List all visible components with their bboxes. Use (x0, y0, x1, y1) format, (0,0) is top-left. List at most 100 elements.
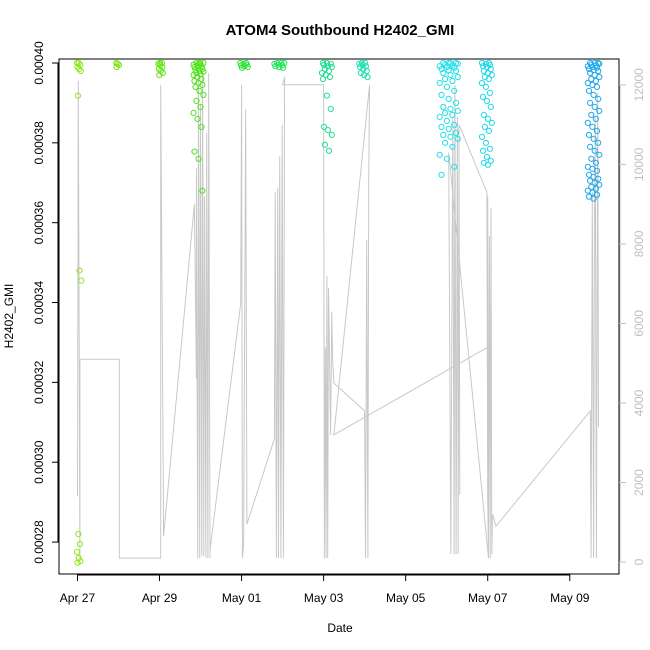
data-point (445, 125, 452, 132)
y2-tick-label: 0 (632, 558, 646, 565)
data-point (486, 145, 493, 152)
y2-tick-label: 2000 (632, 469, 646, 496)
data-point (584, 119, 591, 127)
data-point (74, 559, 81, 566)
data-point (195, 155, 202, 162)
data-point (438, 171, 445, 178)
data-point (325, 147, 332, 154)
data-point (587, 143, 594, 150)
data-point (196, 87, 203, 95)
data-point (482, 83, 489, 91)
secondary-series-line (77, 72, 599, 559)
data-point (478, 79, 486, 87)
data-point (454, 73, 461, 81)
data-point (595, 95, 602, 103)
data-point (156, 71, 163, 79)
data-point (326, 73, 333, 81)
data-point (451, 64, 458, 71)
x-tick-label: Apr 27 (60, 591, 96, 605)
y-tick-label: 0.00038 (32, 121, 46, 165)
data-point (157, 61, 164, 69)
x-tick-label: May 01 (222, 591, 262, 605)
data-point (191, 148, 198, 155)
data-point (440, 69, 447, 77)
data-point (357, 63, 364, 71)
x-tick-label: May 03 (304, 591, 344, 605)
data-point (483, 153, 490, 160)
data-point (319, 75, 327, 83)
data-point (280, 64, 287, 71)
data-point (198, 75, 205, 83)
data-point (76, 267, 83, 274)
data-point (485, 75, 492, 83)
data-point (451, 87, 458, 95)
data-point (442, 139, 449, 146)
data-point (276, 63, 283, 71)
y-tick-label: 0.00040 (32, 41, 46, 85)
x-tick-label: Apr 29 (142, 591, 178, 605)
data-point (74, 92, 82, 99)
data-point (193, 97, 200, 105)
data-point (595, 139, 602, 146)
y-axis-label: H2402_GMI (2, 284, 16, 349)
data-point (114, 60, 121, 67)
plot-frame (58, 58, 620, 575)
data-point (443, 155, 450, 162)
data-point (447, 71, 454, 79)
y2-tick-label: 12000 (632, 68, 646, 102)
data-point (361, 71, 368, 79)
data-point (591, 147, 598, 154)
data-point (451, 163, 458, 170)
data-point (364, 73, 371, 81)
data-point (591, 103, 598, 111)
data-point (484, 115, 491, 123)
secondary-line-layer (77, 72, 599, 559)
data-point (478, 59, 486, 67)
data-point (483, 97, 490, 105)
data-point (452, 67, 460, 75)
data-point (327, 105, 334, 113)
data-point (443, 83, 450, 91)
data-point (590, 91, 597, 99)
data-point (484, 161, 491, 168)
data-point (157, 67, 164, 75)
data-point (585, 131, 593, 138)
data-point (487, 103, 494, 111)
data-point (191, 63, 198, 71)
data-point (78, 277, 85, 284)
y-tick-label: 0.00036 (32, 201, 46, 245)
data-point (488, 119, 495, 127)
data-point (452, 99, 460, 107)
data-point (454, 135, 461, 142)
data-point (190, 109, 197, 117)
data-point (445, 95, 452, 103)
data-point (194, 115, 201, 123)
data-point (481, 123, 488, 131)
data-point (454, 107, 461, 115)
data-point (197, 103, 204, 111)
data-point (449, 77, 456, 85)
data-point (436, 113, 443, 121)
data-point (479, 93, 487, 101)
data-point (200, 91, 207, 99)
data-point (438, 91, 445, 99)
data-point (238, 64, 246, 71)
data-point (452, 129, 460, 136)
data-point (488, 71, 495, 79)
y2-tick-label: 4000 (632, 389, 646, 416)
data-point (596, 151, 603, 158)
data-point (589, 123, 596, 131)
data-point (447, 105, 454, 113)
y-tick-label: 0.00034 (32, 281, 46, 325)
x-axis-label: Date (327, 621, 353, 635)
data-point (200, 59, 207, 67)
data-point (593, 191, 601, 198)
data-point (487, 65, 494, 73)
data-point (442, 75, 449, 83)
y2-tick-label: 8000 (632, 230, 646, 257)
data-point (593, 83, 601, 91)
data-point (592, 159, 600, 166)
data-point (595, 67, 602, 75)
y-tick-label: 0.00028 (32, 520, 46, 564)
